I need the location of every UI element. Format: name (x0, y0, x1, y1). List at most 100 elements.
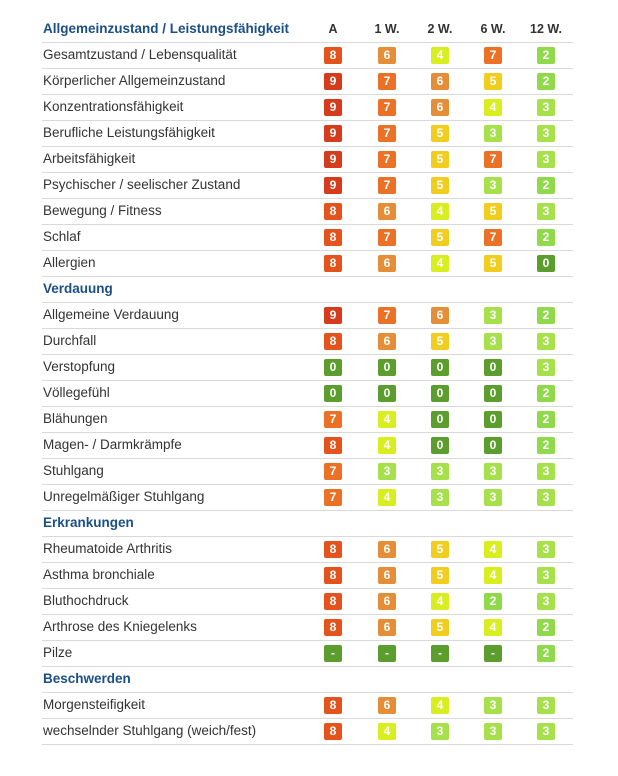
table-row: Durchfall 8 6 5 3 3 (42, 328, 573, 355)
score-badge: 2 (537, 47, 555, 64)
column-header: 12 W. (530, 22, 562, 36)
score-badge: 3 (537, 697, 555, 714)
section-title: Beschwerden (43, 671, 131, 686)
section-header: Verdauung (42, 276, 573, 303)
score-badge: 0 (484, 359, 502, 376)
score-badge: 3 (537, 567, 555, 584)
row-label: Durchfall (43, 333, 97, 348)
score-badge: 3 (484, 177, 502, 194)
score-badge: 3 (484, 307, 502, 324)
score-badge: 2 (537, 437, 555, 454)
score-badge: 5 (431, 333, 449, 350)
score-badge: 3 (431, 489, 449, 506)
row-label: Körperlicher Allgemeinzustand (43, 73, 226, 88)
score-badge: 8 (324, 567, 342, 584)
score-badge: 4 (431, 697, 449, 714)
score-badge: 9 (324, 125, 342, 142)
score-badge: 5 (431, 567, 449, 584)
table-row: Verstopfung 0 0 0 0 3 (42, 354, 573, 381)
score-badge: 4 (484, 99, 502, 116)
score-badge: 7 (378, 229, 396, 246)
table-row: Konzentrationsfähigkeit 9 7 6 4 3 (42, 94, 573, 121)
score-badge: 8 (324, 593, 342, 610)
score-badge: 7 (484, 47, 502, 64)
score-badge: 7 (484, 151, 502, 168)
row-label: Magen- / Darmkrämpfe (43, 437, 182, 452)
score-badge: 3 (537, 203, 555, 220)
score-badge: 0 (484, 437, 502, 454)
table-row: Gesamtzustand / Lebensqualität 8 6 4 7 2 (42, 42, 573, 69)
score-badge: 3 (537, 723, 555, 740)
row-label: Allgemeine Verdauung (43, 307, 179, 322)
column-header: A (328, 22, 338, 36)
score-badge: 8 (324, 47, 342, 64)
score-badge: 9 (324, 177, 342, 194)
score-badge: 7 (378, 125, 396, 142)
row-label: Morgensteifigkeit (43, 697, 146, 712)
score-badge: 6 (378, 203, 396, 220)
row-label: Arthrose des Kniegelenks (43, 619, 197, 634)
score-badge: 4 (378, 437, 396, 454)
score-badge: 7 (324, 463, 342, 480)
table-row: Magen- / Darmkrämpfe 8 4 0 0 2 (42, 432, 573, 459)
score-badge: 0 (324, 385, 342, 402)
score-badge: 6 (378, 541, 396, 558)
score-badge: 6 (378, 255, 396, 272)
score-badge: 4 (431, 255, 449, 272)
table-row: wechselnder Stuhlgang (weich/fest) 8 4 3 3 3 (42, 718, 573, 745)
score-badge: - (378, 645, 396, 662)
score-badge: 2 (537, 619, 555, 636)
score-badge: 5 (431, 541, 449, 558)
score-badge: 3 (431, 463, 449, 480)
score-badge: 9 (324, 151, 342, 168)
score-badge: 5 (431, 619, 449, 636)
section-header: Erkrankungen (42, 510, 573, 537)
score-badge: 4 (378, 489, 396, 506)
score-badge: 8 (324, 255, 342, 272)
score-badge: 4 (431, 203, 449, 220)
section-header: Allgemeinzustand / Leistungsfähigkeit A 1 … (42, 16, 573, 43)
score-badge: 9 (324, 73, 342, 90)
score-badge: 7 (324, 411, 342, 428)
score-badge: 0 (324, 359, 342, 376)
score-badge: 4 (431, 47, 449, 64)
table-row: Asthma bronchiale 8 6 5 4 3 (42, 562, 573, 589)
score-badge: 3 (484, 463, 502, 480)
row-label: Allergien (43, 255, 96, 270)
table-row: Völlegefühl 0 0 0 0 2 (42, 380, 573, 407)
table-row: Allergien 8 6 4 5 0 (42, 250, 573, 277)
section-header: Beschwerden (42, 666, 573, 693)
score-badge: 7 (484, 229, 502, 246)
score-badge: 2 (537, 385, 555, 402)
score-badge: 8 (324, 437, 342, 454)
score-badge: 3 (537, 359, 555, 376)
row-label: Gesamtzustand / Lebensqualität (43, 47, 237, 62)
score-badge: 6 (378, 47, 396, 64)
score-badge: 6 (378, 619, 396, 636)
score-badge: 3 (537, 125, 555, 142)
score-badge: 6 (378, 567, 396, 584)
score-badge: 8 (324, 697, 342, 714)
score-badge: 6 (431, 99, 449, 116)
score-badge: 3 (484, 697, 502, 714)
table-row: Rheumatoide Arthritis 8 6 5 4 3 (42, 536, 573, 563)
score-badge: 5 (484, 203, 502, 220)
score-badge: 8 (324, 723, 342, 740)
score-badge: 3 (484, 723, 502, 740)
score-badge: 7 (378, 151, 396, 168)
score-badge: 8 (324, 229, 342, 246)
row-label: Unregelmäßiger Stuhlgang (43, 489, 205, 504)
score-badge: 3 (484, 333, 502, 350)
score-badge: 3 (484, 489, 502, 506)
table-row: Schlaf 8 7 5 7 2 (42, 224, 573, 251)
table-row: Unregelmäßiger Stuhlgang 7 4 3 3 3 (42, 484, 573, 511)
section-title: Verdauung (43, 281, 113, 296)
score-badge: 2 (484, 593, 502, 610)
score-badge: 9 (324, 99, 342, 116)
score-badge: 3 (537, 593, 555, 610)
row-label: Arbeitsfähigkeit (43, 151, 136, 166)
row-label: Psychischer / seelischer Zustand (43, 177, 241, 192)
score-badge: 5 (484, 73, 502, 90)
row-label: Blähungen (43, 411, 108, 426)
score-badge: 7 (378, 307, 396, 324)
